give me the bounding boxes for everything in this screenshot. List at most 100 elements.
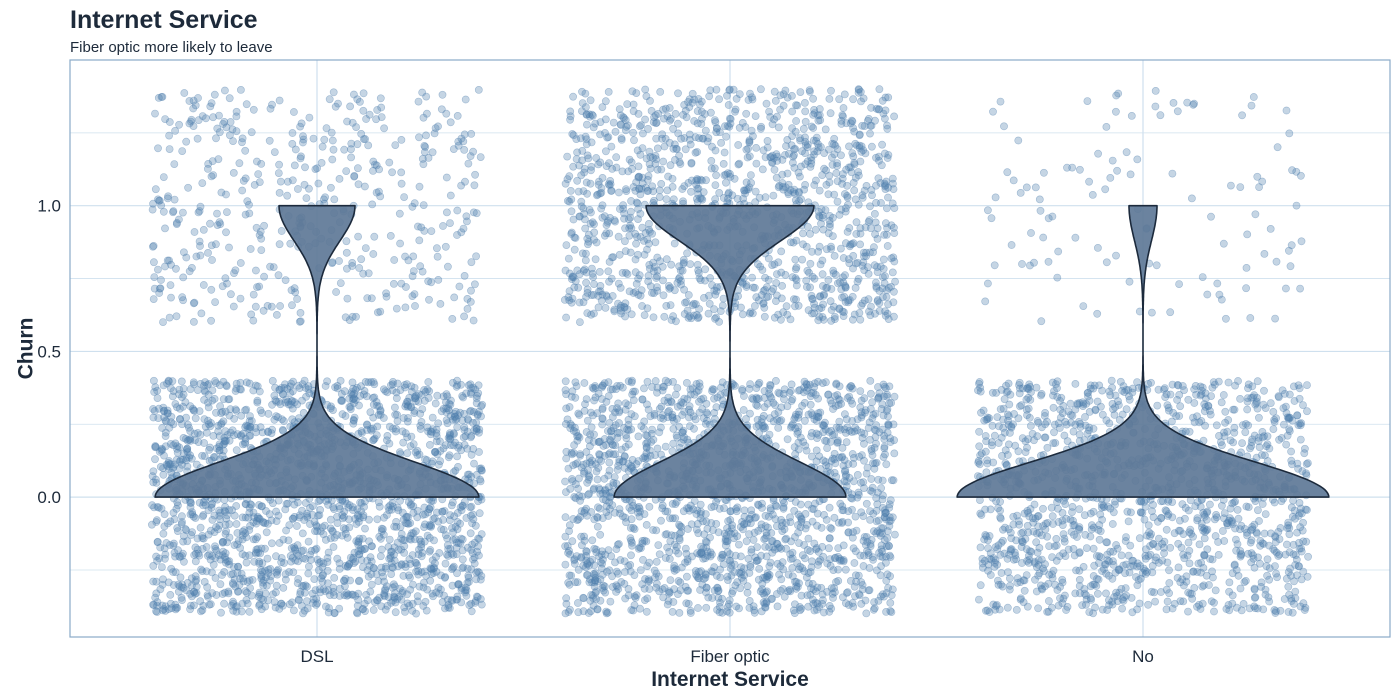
data-point xyxy=(474,381,483,390)
data-point xyxy=(457,228,466,237)
data-point xyxy=(469,208,478,217)
data-point xyxy=(443,541,452,550)
data-point xyxy=(383,602,392,610)
data-point xyxy=(457,598,466,607)
data-point xyxy=(214,551,223,559)
data-point xyxy=(171,552,179,561)
data-point xyxy=(238,134,247,143)
data-point xyxy=(732,602,741,611)
data-point xyxy=(322,124,331,133)
data-point xyxy=(586,96,595,105)
data-point xyxy=(357,429,366,437)
data-point xyxy=(413,506,422,515)
data-point xyxy=(326,524,335,533)
data-point xyxy=(411,397,420,405)
data-point xyxy=(381,562,390,571)
data-point xyxy=(153,598,162,606)
data-point xyxy=(398,589,407,597)
data-point xyxy=(334,99,342,108)
data-point xyxy=(614,569,622,578)
data-point xyxy=(335,257,343,265)
data-point xyxy=(388,168,396,177)
data-point xyxy=(382,292,391,301)
data-point xyxy=(177,512,186,521)
data-point xyxy=(628,541,636,550)
data-point xyxy=(416,425,425,433)
data-point xyxy=(188,404,197,413)
data-point xyxy=(440,591,448,600)
data-point xyxy=(163,462,172,470)
chart-subtitle: Fiber optic more likely to leave xyxy=(70,39,273,56)
data-point xyxy=(742,537,751,546)
data-point xyxy=(390,593,399,602)
data-point xyxy=(590,228,599,237)
data-point xyxy=(219,120,227,128)
data-point xyxy=(722,132,730,141)
data-point xyxy=(379,385,388,394)
data-point xyxy=(233,430,242,439)
data-point xyxy=(453,518,462,526)
data-point xyxy=(458,564,467,573)
data-point xyxy=(181,525,190,533)
data-point xyxy=(415,236,424,245)
data-point xyxy=(348,395,357,404)
data-point xyxy=(341,412,350,420)
data-point xyxy=(286,389,295,397)
data-point xyxy=(255,178,264,186)
data-point xyxy=(289,568,298,577)
data-point xyxy=(154,144,162,153)
data-point xyxy=(581,400,589,408)
data-point xyxy=(174,546,182,555)
data-point xyxy=(336,376,345,385)
data-point xyxy=(393,410,401,419)
data-point xyxy=(177,520,186,528)
data-point xyxy=(769,191,778,200)
data-point xyxy=(150,503,158,512)
data-point xyxy=(323,377,331,386)
data-point xyxy=(379,572,388,581)
data-point xyxy=(575,474,583,483)
data-point xyxy=(825,503,834,512)
data-point xyxy=(739,310,747,319)
data-point xyxy=(652,557,661,566)
data-point xyxy=(449,551,458,559)
data-point xyxy=(147,520,156,529)
data-point xyxy=(564,464,573,473)
data-point xyxy=(208,386,217,395)
data-point xyxy=(193,534,202,543)
data-point xyxy=(425,547,434,556)
data-point xyxy=(349,559,358,567)
data-point xyxy=(360,502,368,511)
data-point xyxy=(731,381,739,390)
data-point xyxy=(272,552,280,561)
data-point xyxy=(463,543,472,552)
data-point xyxy=(453,112,462,120)
data-point xyxy=(283,499,292,508)
data-point xyxy=(747,171,755,179)
data-point xyxy=(392,388,401,397)
data-point xyxy=(451,407,460,416)
data-point xyxy=(730,568,739,576)
data-point xyxy=(784,570,793,579)
data-point xyxy=(409,440,418,448)
data-point xyxy=(239,429,247,438)
data-point xyxy=(431,124,440,133)
data-point xyxy=(272,412,280,421)
data-point xyxy=(285,568,293,576)
data-point xyxy=(862,609,871,618)
data-point xyxy=(623,100,632,108)
data-point xyxy=(203,583,212,592)
data-point xyxy=(471,597,480,605)
data-point xyxy=(839,104,848,112)
data-point xyxy=(452,382,461,391)
data-point xyxy=(166,281,175,289)
data-point xyxy=(683,378,691,387)
data-point xyxy=(233,540,242,549)
data-point xyxy=(446,396,455,405)
data-point xyxy=(207,285,216,294)
data-point xyxy=(459,393,467,402)
data-point xyxy=(376,552,385,561)
data-point xyxy=(609,441,617,450)
data-point xyxy=(787,422,796,430)
data-point xyxy=(467,472,476,481)
